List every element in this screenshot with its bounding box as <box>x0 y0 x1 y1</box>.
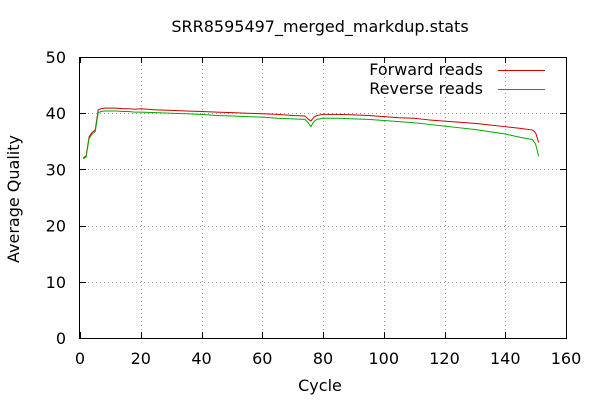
legend-label: Reverse reads <box>369 79 483 98</box>
y-tick-label: 40 <box>46 104 66 123</box>
x-tick-label: 80 <box>313 349 333 368</box>
x-tick-label: 120 <box>429 349 460 368</box>
y-axis-label: Average Quality <box>4 135 23 263</box>
chart-title: SRR8595497_merged_markdup.stats <box>171 17 468 37</box>
x-tick-label: 160 <box>551 349 582 368</box>
y-tick-label: 0 <box>56 329 66 348</box>
legend-label: Forward reads <box>369 60 483 79</box>
chart-labels: SRR8595497_merged_markdup.stats Cycle Av… <box>4 17 469 395</box>
y-tick-label: 20 <box>46 217 66 236</box>
series-lines <box>82 107 540 160</box>
grid <box>80 57 566 338</box>
series-line-forward-reads <box>82 107 540 159</box>
x-tick-label: 100 <box>368 349 399 368</box>
axes: 0 10 20 30 40 50 0 20 40 60 80 100 120 140 160 <box>46 48 582 368</box>
series-line-reverse-reads <box>82 110 540 160</box>
y-tick-label: 50 <box>46 48 66 67</box>
x-tick-label: 20 <box>131 349 151 368</box>
x-tick-label: 0 <box>75 349 85 368</box>
x-tick-label: 60 <box>252 349 272 368</box>
x-tick-label: 40 <box>191 349 211 368</box>
y-tick-label: 10 <box>46 273 66 292</box>
y-tick-label: 30 <box>46 160 66 179</box>
x-axis-label: Cycle <box>298 376 342 395</box>
plot-frame <box>79 57 567 339</box>
x-tick-label: 140 <box>490 349 521 368</box>
